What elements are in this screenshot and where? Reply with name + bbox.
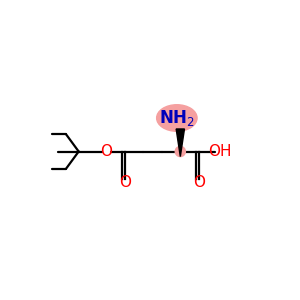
Text: NH$_2$: NH$_2$: [159, 108, 195, 128]
Text: O: O: [100, 144, 112, 159]
Ellipse shape: [157, 105, 197, 131]
Polygon shape: [176, 129, 184, 157]
Text: OH: OH: [208, 144, 231, 159]
Circle shape: [175, 146, 185, 157]
Text: O: O: [119, 175, 131, 190]
Text: O: O: [193, 175, 205, 190]
